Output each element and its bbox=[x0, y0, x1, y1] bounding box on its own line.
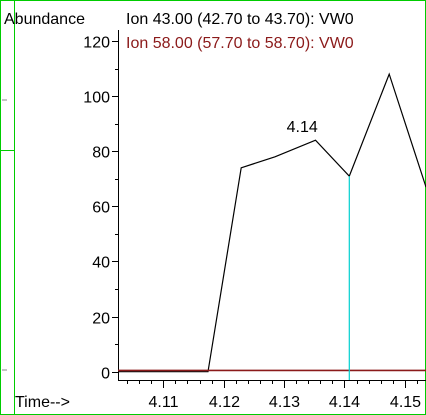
y-tick-label: 40 bbox=[92, 255, 110, 272]
x-tick-label: 4.14 bbox=[329, 394, 360, 411]
y-tick-label: 0 bbox=[101, 366, 110, 383]
x-tick-label: 4.11 bbox=[149, 394, 179, 411]
y-axis-label: Abundance bbox=[4, 11, 85, 28]
legend-entry-2: Ion 58.00 (57.70 to 58.70): VW0 bbox=[126, 35, 354, 52]
y-tick-label: 120 bbox=[83, 35, 110, 52]
y-tick-label: 100 bbox=[83, 90, 110, 107]
legend-entry-1: Ion 43.00 (42.70 to 43.70): VW0 bbox=[126, 11, 354, 28]
x-tick-label: 4.13 bbox=[269, 394, 300, 411]
x-tick-label: 4.12 bbox=[209, 394, 240, 411]
series-line-1 bbox=[118, 72, 426, 373]
peak-annotation: 4.14 bbox=[287, 119, 318, 136]
x-axis-label: Time--> bbox=[15, 394, 70, 411]
y-tick-label: 80 bbox=[92, 145, 110, 162]
y-tick-label: 20 bbox=[92, 311, 110, 328]
x-tick-label: 4.15 bbox=[390, 394, 421, 411]
y-tick-label: 60 bbox=[92, 200, 110, 217]
